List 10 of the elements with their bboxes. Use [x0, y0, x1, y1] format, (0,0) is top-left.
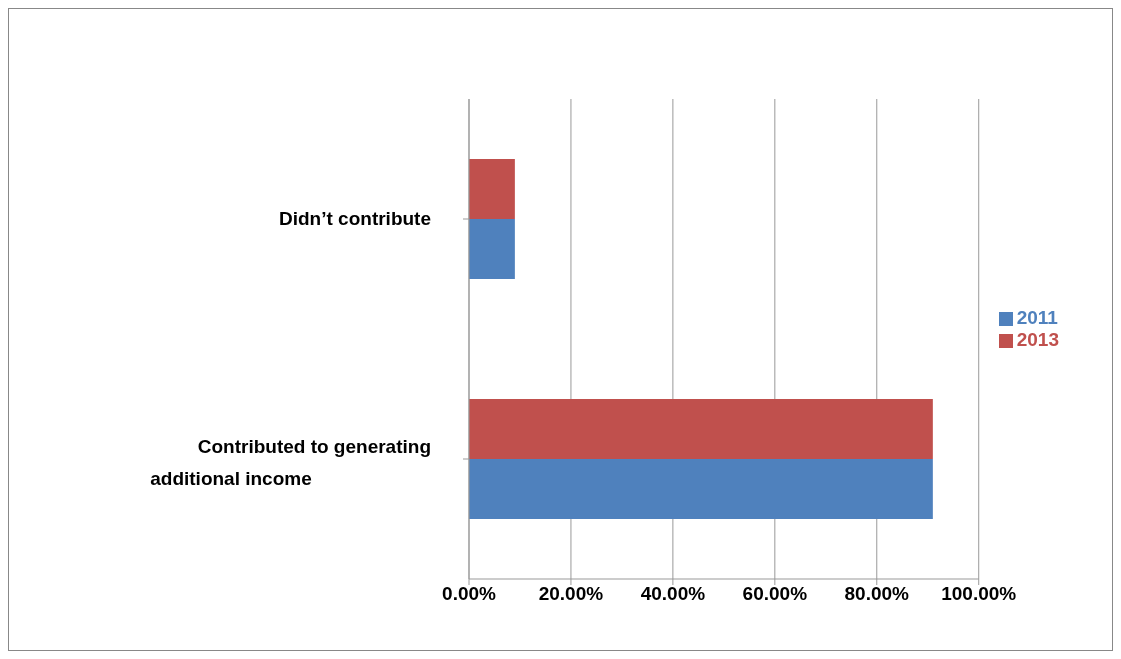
y-tick-label: Contributed to generating additional income — [150, 436, 431, 489]
x-tick-label: 100.00% — [941, 583, 1017, 605]
x-tick-label: 20.00% — [538, 583, 604, 605]
x-tick-label: 60.00% — [742, 583, 808, 605]
y-tick-label: Didn’t contribute — [279, 208, 431, 229]
legend-label: 2013 — [1016, 329, 1059, 350]
x-tick-label: 0.00% — [442, 583, 497, 605]
legend-label: 2011 — [1016, 307, 1058, 328]
x-tick-label: 40.00% — [640, 583, 706, 605]
x-tick-label: 80.00% — [844, 583, 910, 605]
